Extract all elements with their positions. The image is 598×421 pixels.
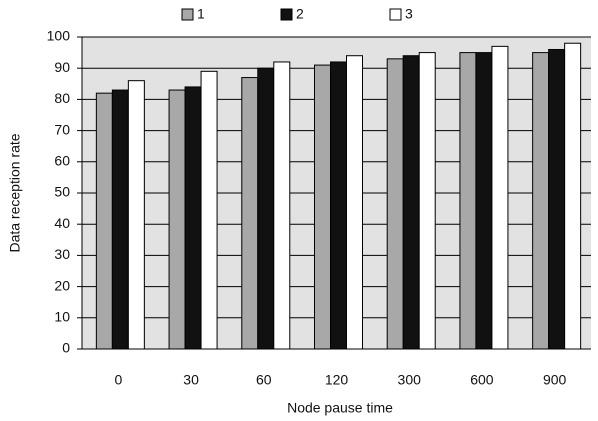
bar <box>330 61 347 350</box>
bar <box>184 86 202 350</box>
bar <box>459 52 477 350</box>
bar <box>402 55 420 350</box>
x-tick-label: 0 <box>114 372 122 388</box>
legend-swatch <box>389 8 402 21</box>
bar <box>475 52 493 350</box>
x-tick-label: 60 <box>256 372 272 388</box>
legend-label: 3 <box>405 6 413 22</box>
x-axis-label: Node pause time <box>287 400 393 416</box>
y-tick-label: 30 <box>54 246 70 262</box>
y-tick-label: 100 <box>47 28 71 44</box>
legend-label: 1 <box>197 6 205 22</box>
bar <box>273 61 291 350</box>
bar <box>346 55 363 350</box>
bar <box>386 58 404 350</box>
bar <box>127 80 145 350</box>
x-tick-label: 30 <box>183 372 199 388</box>
x-tick-label: 900 <box>543 372 567 388</box>
bar <box>168 89 186 350</box>
y-tick-label: 40 <box>54 215 70 231</box>
bar <box>418 52 436 350</box>
y-tick-label: 70 <box>54 121 70 137</box>
y-tick-label: 80 <box>54 90 70 106</box>
legend-swatch <box>280 8 293 21</box>
y-tick-label: 50 <box>54 184 70 200</box>
bar <box>564 42 582 350</box>
y-tick-label: 20 <box>54 277 70 293</box>
legend-label: 2 <box>296 6 304 22</box>
legend-swatch <box>181 8 194 21</box>
y-tick-label: 0 <box>62 340 70 356</box>
bar <box>257 67 275 350</box>
x-tick-label: 300 <box>398 372 422 388</box>
bar <box>491 45 509 350</box>
x-tick-label: 600 <box>470 372 494 388</box>
y-tick-label: 60 <box>54 153 70 169</box>
bar <box>314 64 331 350</box>
y-axis-label: Data reception rate <box>7 133 23 252</box>
y-tick-label: 90 <box>54 59 70 75</box>
y-tick-label: 10 <box>54 309 70 325</box>
bar <box>241 77 259 350</box>
bar <box>111 89 129 350</box>
bar <box>548 48 566 350</box>
bar <box>95 92 113 350</box>
x-tick-label: 120 <box>325 372 349 388</box>
bar <box>532 52 550 350</box>
bar <box>200 70 218 350</box>
